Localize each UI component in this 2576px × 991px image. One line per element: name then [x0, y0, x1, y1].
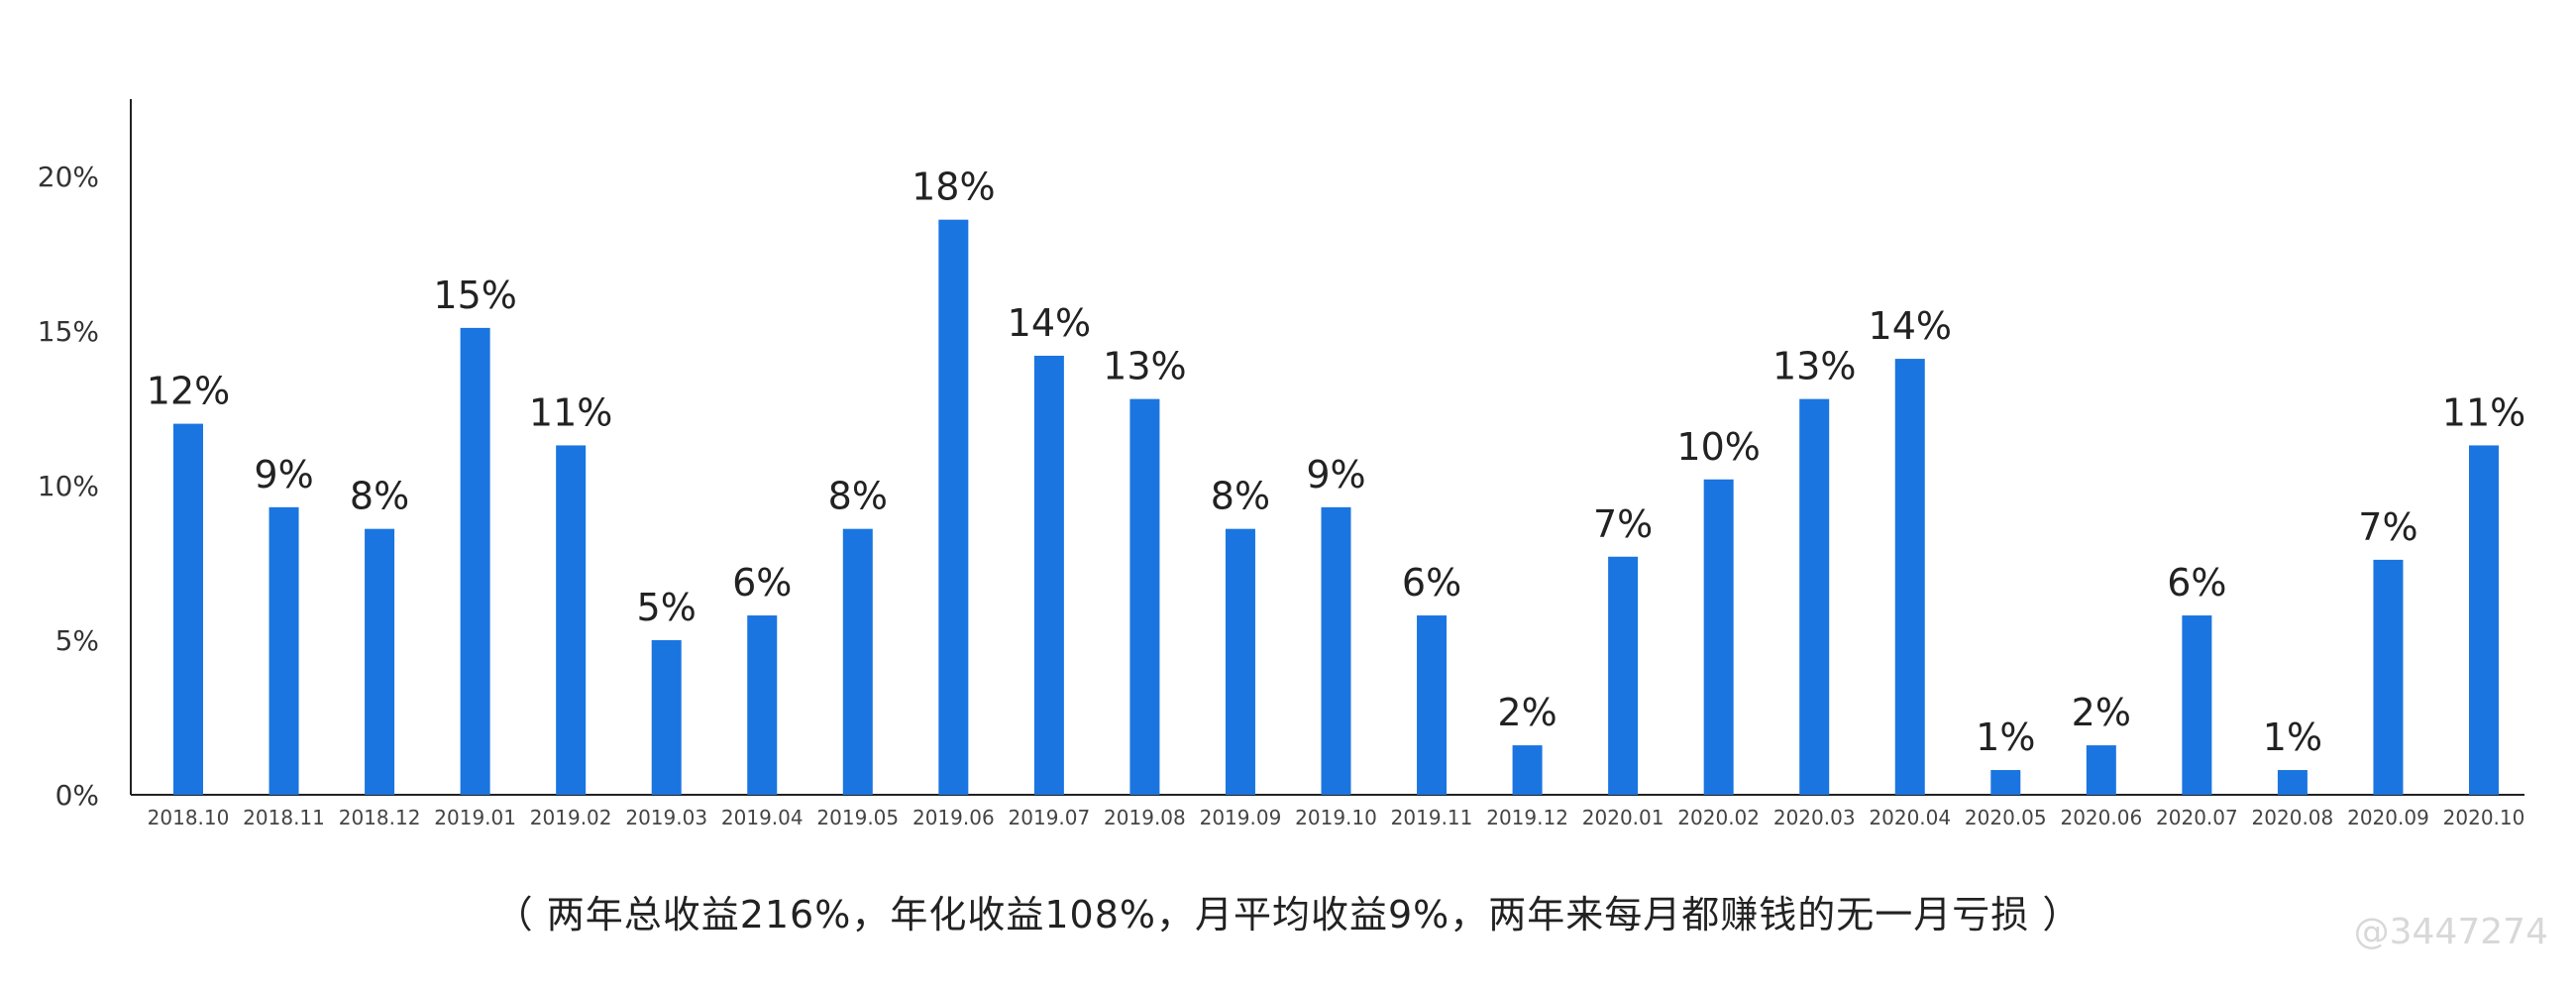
- bar-value-label: 13%: [1103, 345, 1186, 388]
- bar-value-label: 9%: [254, 453, 313, 496]
- bar: [1703, 479, 1734, 795]
- chart-caption: （ 两年总收益216%，年化收益108%，月平均收益9%，两年来每月都赚钱的无一…: [494, 893, 2082, 936]
- y-tick-label: 0%: [55, 779, 99, 812]
- bar: [173, 423, 203, 795]
- x-tick-label: 2018.11: [243, 806, 325, 829]
- x-tick-label: 2020.10: [2443, 806, 2525, 829]
- x-tick-label: 2019.09: [1200, 806, 1282, 829]
- bar-value-label: 10%: [1676, 425, 1760, 469]
- x-tick-label: 2020.02: [1677, 806, 1760, 829]
- bar: [1512, 745, 1543, 795]
- x-tick-label: 2019.05: [816, 806, 899, 829]
- x-tick-label: 2020.08: [2252, 806, 2334, 829]
- x-tick-label: 2019.07: [1009, 806, 1091, 829]
- data-labels: 12% 9% 8% 15% 11% 5% 6% 8% 18% 14% 13% 8% 9% 6% 2% 7% 10…: [147, 165, 2525, 759]
- bar-value-label: 6%: [2167, 561, 2226, 605]
- bar: [460, 327, 490, 795]
- x-tick-label: 2020.01: [1582, 806, 1664, 829]
- x-tick-label: 2019.03: [625, 806, 707, 829]
- bar: [1033, 355, 1064, 795]
- x-tick-label: 2018.12: [339, 806, 421, 829]
- x-tick-label: 2019.11: [1391, 806, 1473, 829]
- y-tick-label: 5%: [55, 624, 99, 657]
- x-tick-label: 2020.05: [1965, 806, 2047, 829]
- bar: [365, 528, 395, 795]
- bar-value-label: 11%: [2442, 390, 2525, 434]
- bar-value-label: 11%: [529, 390, 612, 434]
- x-tick-label: 2020.03: [1773, 806, 1856, 829]
- bar: [938, 219, 969, 795]
- x-tick-label: 2019.01: [434, 806, 516, 829]
- x-tick-label: 2019.02: [530, 806, 612, 829]
- bar: [842, 528, 873, 795]
- x-tick-label: 2020.06: [2060, 806, 2142, 829]
- bar-value-label: 15%: [433, 274, 516, 317]
- bar: [1225, 528, 1255, 795]
- bar-value-label: 6%: [732, 561, 792, 605]
- bar-value-label: 14%: [1869, 304, 1952, 348]
- bar-value-label: 8%: [350, 475, 409, 518]
- bar-value-label: 9%: [1306, 453, 1365, 496]
- x-tick-label: 2019.12: [1486, 806, 1568, 829]
- y-tick-label: 20%: [38, 161, 99, 193]
- bar: [2277, 770, 2308, 795]
- bar: [1417, 615, 1448, 795]
- bar-value-label: 8%: [828, 475, 888, 518]
- x-tick-label: 2019.04: [721, 806, 804, 829]
- bar: [1608, 556, 1639, 795]
- watermark: @3447274: [2353, 912, 2548, 952]
- bar-chart: 0%5%10%15%20% 12%9% 8%15%11%5%6%8%18%14%1…: [38, 99, 2525, 829]
- bar-value-label: 6%: [1402, 561, 1461, 605]
- bar: [2086, 745, 2116, 795]
- bar-value-label: 7%: [1593, 502, 1653, 546]
- x-tick-label: 2019.10: [1295, 806, 1377, 829]
- bar: [747, 615, 778, 795]
- bar-value-label: 18%: [912, 165, 995, 209]
- bar: [1321, 506, 1351, 795]
- bar-value-label: 12%: [147, 370, 230, 413]
- bar-value-label: 7%: [2358, 505, 2417, 549]
- x-tick-label: 2018.10: [148, 806, 230, 829]
- x-tick-label: 2019.06: [912, 806, 995, 829]
- y-tick-label: 15%: [38, 315, 99, 348]
- bar: [1129, 398, 1160, 795]
- bar-value-label: 1%: [2263, 716, 2322, 759]
- bar: [556, 445, 587, 795]
- bar: [1894, 359, 1925, 795]
- x-axis-ticks: 2018.10 2018.11 2018.12 2019.01 2019.02 2019.…: [148, 806, 2525, 829]
- bar: [2182, 615, 2212, 795]
- bar-value-label: 14%: [1008, 301, 1091, 345]
- bar-value-label: 8%: [1211, 475, 1270, 518]
- x-tick-label: 2020.04: [1869, 806, 1951, 829]
- bar-value-label: 2%: [1497, 691, 1556, 734]
- bar: [2469, 445, 2499, 795]
- bar: [1799, 398, 1830, 795]
- bar-value-label: 1%: [1976, 716, 2035, 759]
- bar: [268, 506, 299, 795]
- bar-value-label: 5%: [637, 586, 697, 629]
- y-axis-ticks: 0% 5% 10% 15% 20%: [38, 161, 99, 812]
- bar: [1990, 770, 2021, 795]
- x-tick-label: 2020.09: [2347, 806, 2429, 829]
- x-tick-label: 2020.07: [2156, 806, 2238, 829]
- x-tick-label: 2019.08: [1104, 806, 1186, 829]
- bar-value-label: 13%: [1772, 345, 1856, 388]
- bar-value-label: 2%: [2072, 691, 2131, 734]
- bar: [651, 640, 682, 795]
- bar: [2373, 559, 2404, 795]
- y-tick-label: 10%: [38, 470, 99, 502]
- chart-bars: [173, 219, 2499, 795]
